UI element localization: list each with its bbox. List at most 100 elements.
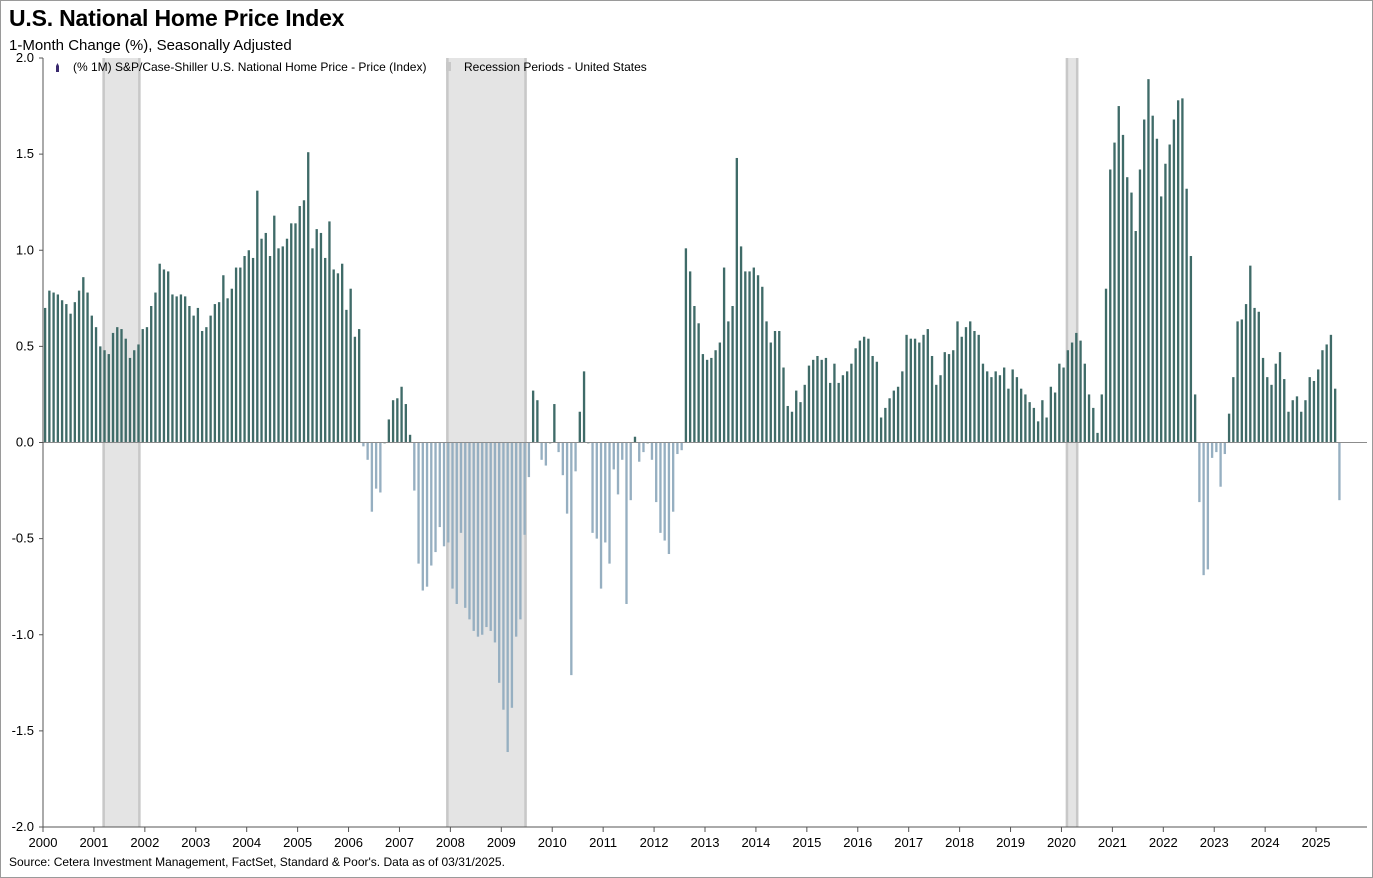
bar [1053, 392, 1057, 443]
bar [213, 304, 217, 443]
bar [1257, 311, 1260, 443]
bar [655, 442, 658, 503]
bar [1164, 163, 1167, 443]
bar [519, 442, 522, 620]
bar [311, 248, 314, 443]
bar [1338, 442, 1341, 501]
bar [969, 321, 972, 443]
bar [73, 302, 76, 443]
bar [209, 315, 212, 443]
bar [862, 336, 866, 443]
y-tick-label: 1.0 [16, 242, 34, 257]
bar [302, 200, 306, 443]
bar [540, 442, 543, 460]
bar [1028, 402, 1031, 443]
bar [48, 290, 51, 443]
bar [884, 407, 887, 443]
y-tick-label: 2.0 [16, 50, 34, 65]
bar [960, 336, 963, 443]
bar [90, 315, 93, 443]
bar [1003, 367, 1006, 443]
x-tick-label: 2013 [691, 835, 720, 850]
bar [328, 221, 331, 443]
bar [829, 382, 832, 443]
bar [1312, 380, 1316, 443]
bar [141, 329, 144, 443]
bar [1270, 384, 1273, 443]
bar [867, 338, 870, 443]
bar [591, 442, 594, 533]
bar [705, 359, 709, 443]
bar [1300, 411, 1303, 443]
bar [1049, 386, 1053, 443]
bar [820, 359, 823, 443]
bar [234, 267, 238, 443]
bar [1210, 442, 1214, 458]
bar [778, 330, 781, 443]
bar [1087, 394, 1091, 443]
bar [858, 340, 862, 443]
bar [1176, 100, 1180, 443]
bar [977, 334, 980, 443]
bar [1109, 169, 1112, 443]
bar [710, 357, 713, 443]
bar [722, 267, 726, 443]
bar [379, 442, 382, 493]
bar [243, 256, 246, 443]
bar [621, 442, 624, 460]
bar [192, 315, 195, 443]
bar [124, 338, 127, 443]
bar [799, 402, 802, 443]
bar [1253, 307, 1256, 443]
bar [879, 417, 883, 443]
bar [735, 157, 738, 443]
bar [273, 215, 276, 443]
bar [782, 367, 785, 443]
bar [599, 442, 603, 589]
bar [107, 354, 110, 443]
bar [1227, 413, 1231, 443]
bar [1126, 177, 1129, 443]
legend-series-marker-icon [56, 63, 59, 72]
bar [986, 371, 989, 443]
y-tick-label: -2.0 [12, 819, 34, 834]
x-tick-label: 2007 [385, 835, 414, 850]
source-note: Source: Cetera Investment Management, Fa… [9, 855, 505, 869]
bar [162, 269, 166, 443]
x-tick-label: 2025 [1302, 835, 1331, 850]
bar [1143, 119, 1146, 443]
bar [1036, 421, 1040, 443]
bar [1079, 340, 1082, 443]
bar [256, 190, 259, 443]
bar [1032, 407, 1036, 443]
bar [871, 355, 874, 443]
bar [841, 375, 845, 443]
bar [1117, 106, 1120, 443]
bar [1329, 334, 1333, 443]
bar [438, 442, 441, 528]
bar [659, 442, 662, 533]
x-tick-label: 2014 [741, 835, 770, 850]
bar [200, 330, 204, 443]
bar [943, 352, 946, 443]
bar [133, 350, 136, 443]
bar [188, 306, 191, 443]
bar [1075, 332, 1078, 443]
bar [1092, 407, 1095, 443]
bar [947, 354, 951, 443]
bar [1283, 379, 1286, 443]
bar [837, 382, 840, 443]
bar [1198, 442, 1201, 503]
x-tick-label: 2000 [29, 835, 58, 850]
bar [1236, 321, 1239, 443]
bar [239, 267, 242, 443]
bar [1304, 400, 1307, 443]
bar [1096, 432, 1099, 443]
bar [120, 329, 123, 443]
x-tick-label: 2008 [436, 835, 465, 850]
bar [65, 304, 68, 443]
bar [421, 442, 424, 591]
bar [128, 357, 132, 443]
bar [786, 405, 789, 443]
bar [756, 275, 760, 443]
